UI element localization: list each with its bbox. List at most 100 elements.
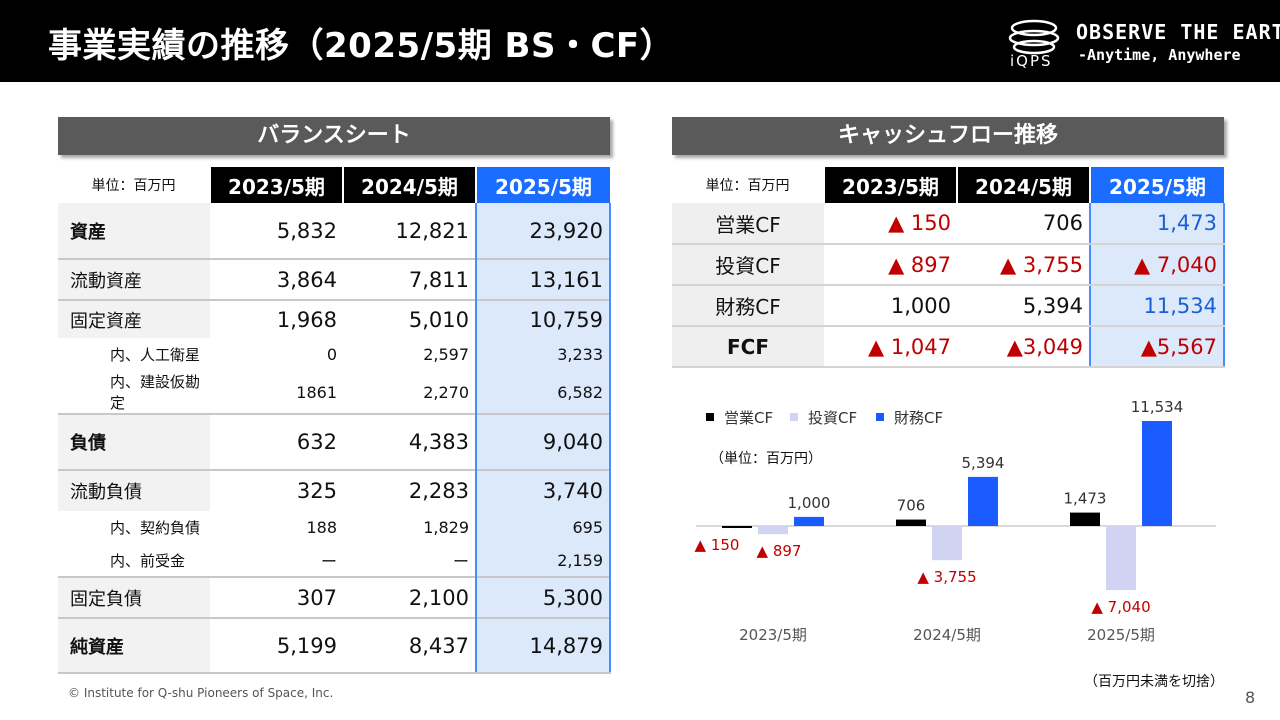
cell-value: 2,100 <box>343 576 476 618</box>
legend-label: 投資CF <box>808 409 857 427</box>
table-row: 負債 632 4,383 9,040 <box>58 413 611 470</box>
cell-value: 1,968 <box>210 299 343 338</box>
cell-value: 0 <box>326 345 337 364</box>
cell-value: 7,811 <box>343 258 476 300</box>
table-row: 投資CF ▲ 897 ▲ 3,755 ▲ 7,040 <box>672 244 1225 286</box>
cell-value: ▲ 1,047 <box>824 326 957 368</box>
table-row: 内、前受金 ー ー 2,159 <box>58 544 611 577</box>
table-row: 営業CF ▲ 150 706 1,473 <box>672 203 1225 245</box>
iqps-logo-icon <box>1008 19 1060 55</box>
table-row: 内、建設仮勘定 1861 2,270 6,582 <box>58 371 611 414</box>
data-label: ▲ 3,755 <box>917 568 976 586</box>
cell-value: 2,283 <box>343 469 476 511</box>
cashflow-bar-chart: 営業CF 投資CF 財務CF （単位：百万円） ▲ 150 706 1,473 ▲ 897 ▲ … <box>695 398 1216 644</box>
tagline-sub: -Anytime, Anywhere <box>1078 46 1241 64</box>
data-label: 706 <box>897 497 926 515</box>
legend-swatch <box>790 413 798 421</box>
cell-value: 2,159 <box>475 544 611 577</box>
table-row: 固定資産 1,968 5,010 10,759 <box>58 299 611 338</box>
row-label: FCF <box>672 326 824 368</box>
bs-unit-label: 単位：百万円 <box>91 178 176 194</box>
data-label: ▲ 150 <box>695 536 740 554</box>
cell-value: 1861 <box>296 382 337 402</box>
bs-section-title: バランスシート <box>58 117 610 155</box>
table-row: 財務CF 1,000 5,394 11,534 <box>672 285 1225 327</box>
cell-value: 5,832 <box>276 218 337 243</box>
header-bar: 事業実績の推移（2025/5期 BS・CF） iQPS OBSERVE THE … <box>0 0 1280 82</box>
row-label: 内、契約負債 <box>58 511 210 544</box>
cell-value: ー <box>320 552 337 571</box>
cell-value: 5,394 <box>957 285 1090 327</box>
tagline-main: OBSERVE THE EARTH <box>1076 20 1280 44</box>
table-row: 固定負債 307 2,100 5,300 <box>58 576 611 618</box>
data-label: 11,534 <box>1131 398 1184 416</box>
row-label: 固定負債 <box>58 576 210 618</box>
row-label: 純資産 <box>58 617 210 674</box>
cell-value: 5,199 <box>210 617 343 674</box>
cell-value: 5,010 <box>343 299 476 338</box>
row-label: 流動資産 <box>58 258 210 300</box>
cell-value: ▲ 150 <box>824 203 957 245</box>
cell-value: 3,233 <box>475 338 611 371</box>
cell-value: 9,040 <box>475 413 611 470</box>
row-label: 負債 <box>58 413 210 470</box>
bs-year-header: 2023/5期 <box>209 167 343 203</box>
bar <box>758 526 788 535</box>
chart-unit-note: （単位：百万円） <box>710 451 822 467</box>
legend-label: 財務CF <box>894 409 943 427</box>
cell-value: ▲3,049 <box>957 326 1090 368</box>
cell-value: 3,740 <box>475 469 611 511</box>
cell-value: 2,597 <box>423 345 469 364</box>
legend-swatch <box>706 413 714 421</box>
cf-year-header: 2024/5期 <box>956 167 1090 203</box>
cell-value: 188 <box>306 518 337 537</box>
cell-value: 5,300 <box>475 576 611 618</box>
cell-value: 11,534 <box>1089 285 1225 327</box>
row-label: 内、前受金 <box>58 544 210 577</box>
bs-year-header: 2024/5期 <box>342 167 476 203</box>
cell-value: 695 <box>475 511 611 544</box>
cell-value: ▲ 7,040 <box>1089 244 1225 286</box>
cashflow-table: 単位：百万円 2023/5期 2024/5期 2025/5期 営業CF ▲ 15… <box>672 167 1225 368</box>
row-label: 営業CF <box>672 203 824 245</box>
cf-year-header-current: 2025/5期 <box>1089 167 1224 203</box>
cell-value: 706 <box>957 203 1090 245</box>
table-row: 資産 5,832 12,821 23,920 <box>58 203 611 259</box>
cell-value: 6,582 <box>475 371 611 414</box>
balance-sheet-table: 単位：百万円 2023/5期 2024/5期 2025/5期 資産 5,832 … <box>58 167 611 674</box>
cell-value: 1,829 <box>423 518 469 537</box>
cell-value: 23,920 <box>475 203 611 259</box>
legend-swatch <box>876 413 884 421</box>
copyright-text: © Institute for Q-shu Pioneers of Space,… <box>68 686 334 700</box>
cell-value: 8,437 <box>343 617 476 674</box>
bar <box>1106 526 1136 591</box>
cell-value: 4,383 <box>343 413 476 470</box>
row-label: 資産 <box>58 203 210 259</box>
row-label: 固定資産 <box>58 299 210 338</box>
cell-value: 10,759 <box>475 299 611 338</box>
cell-value: 13,161 <box>475 258 611 300</box>
data-label: 1,000 <box>788 494 831 512</box>
table-row: 内、契約負債 188 1,829 695 <box>58 511 611 544</box>
data-label: 1,473 <box>1064 490 1107 508</box>
cell-value: 632 <box>210 413 343 470</box>
row-label: 財務CF <box>672 285 824 327</box>
cell-value: 12,821 <box>395 218 469 243</box>
row-label: 投資CF <box>672 244 824 286</box>
cell-value: ▲5,567 <box>1089 326 1225 368</box>
row-label: 内、人工衛星 <box>58 338 210 371</box>
legend-label: 営業CF <box>724 409 773 427</box>
table-row: FCF ▲ 1,047 ▲3,049 ▲5,567 <box>672 326 1225 368</box>
data-label: ▲ 897 <box>757 542 802 560</box>
bar <box>722 526 752 528</box>
cf-unit-label: 単位：百万円 <box>705 178 790 194</box>
cell-value: 3,864 <box>210 258 343 300</box>
data-label: ▲ 7,040 <box>1091 598 1150 616</box>
x-tick-label: 2023/5期 <box>739 626 807 644</box>
page-number: 8 <box>1245 688 1256 707</box>
row-label: 流動負債 <box>58 469 210 511</box>
cf-section-title: キャッシュフロー推移 <box>672 117 1224 155</box>
cell-value: 2,270 <box>423 382 469 402</box>
row-label: 内、建設仮勘定 <box>58 371 210 414</box>
bar <box>932 526 962 561</box>
